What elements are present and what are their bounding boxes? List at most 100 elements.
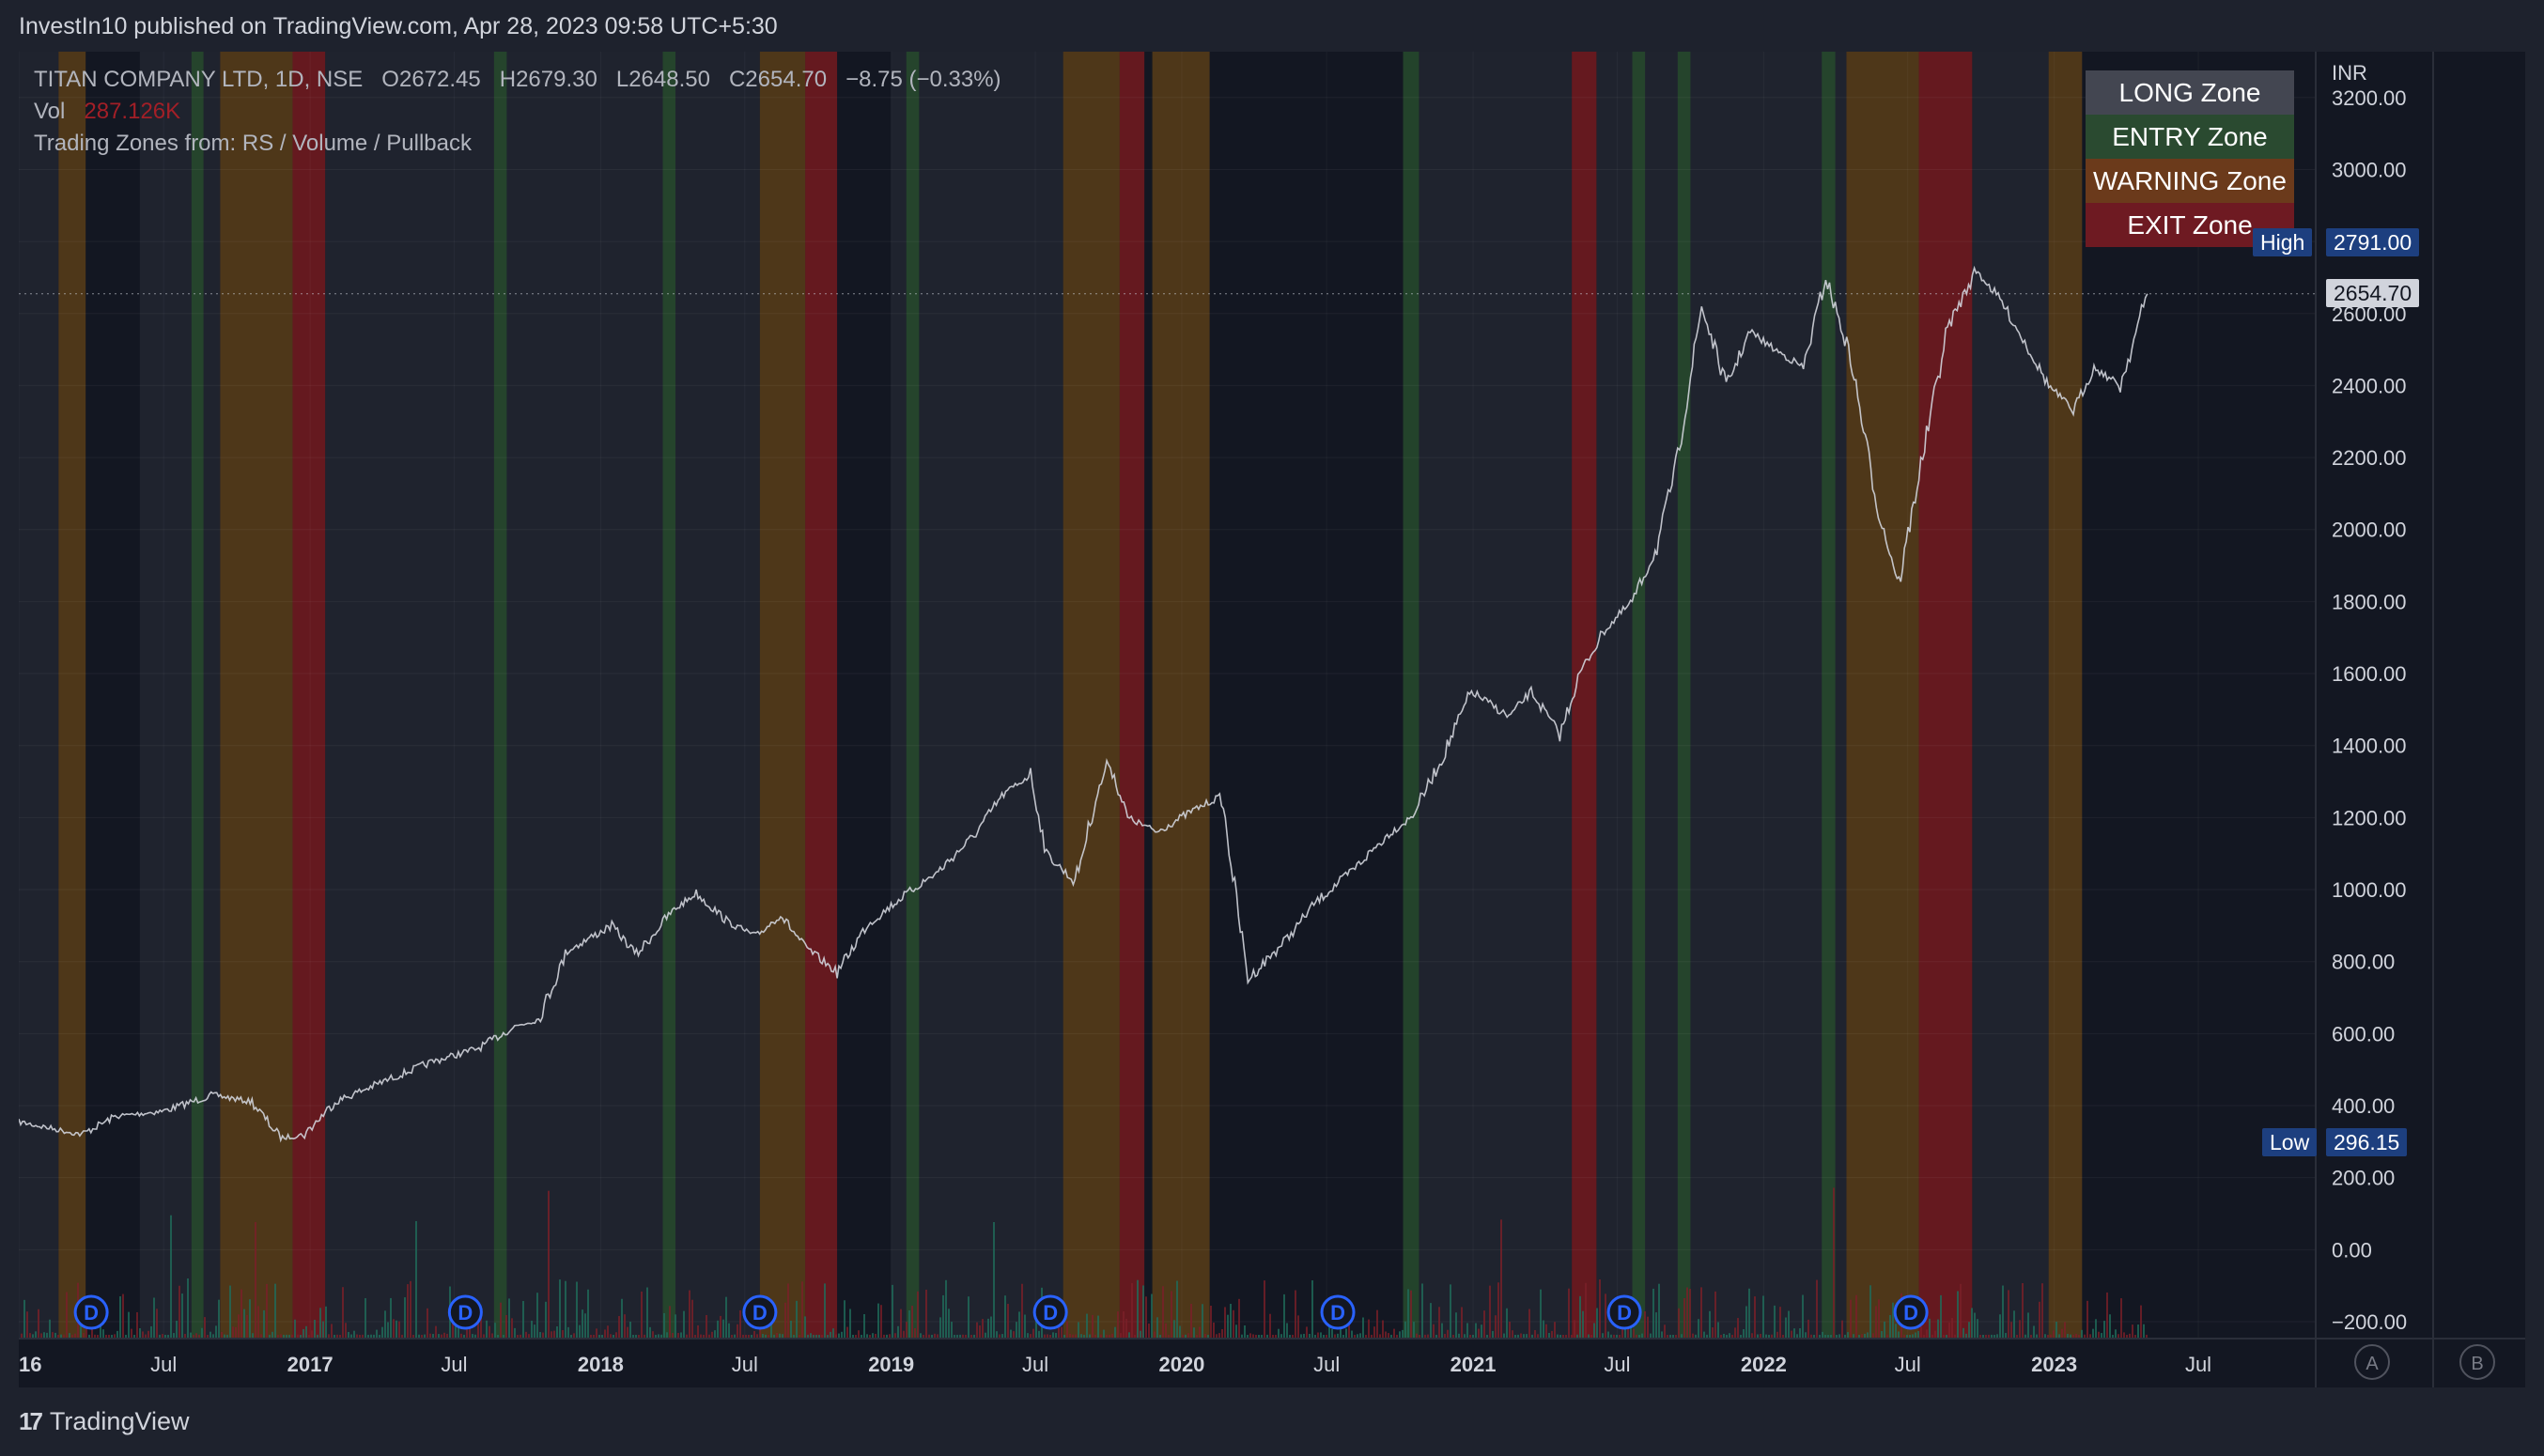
- volume-bar: [655, 1335, 657, 1339]
- volume-bar: [458, 1320, 459, 1339]
- volume-bar: [1145, 1296, 1147, 1339]
- volume-bar: [762, 1334, 764, 1339]
- volume-bar: [1134, 1334, 1136, 1339]
- log-scale-button[interactable]: B: [2459, 1344, 2495, 1380]
- volume-bar: [779, 1333, 781, 1339]
- y-tick-label: −200.00: [2332, 1310, 2407, 1334]
- tradingview-logo-icon: 17: [19, 1407, 43, 1435]
- x-tick-label: 2020: [1158, 1353, 1204, 1376]
- volume-bar: [176, 1320, 178, 1339]
- volume-bar: [824, 1283, 826, 1339]
- y-tick-label: 800.00: [2332, 951, 2395, 974]
- volume-bar: [553, 1330, 555, 1339]
- volume-bar: [787, 1283, 789, 1339]
- volume-bar: [1027, 1333, 1029, 1339]
- dividend-marker[interactable]: D: [73, 1294, 109, 1330]
- volume-bar: [531, 1320, 533, 1339]
- volume-bar: [923, 1334, 924, 1339]
- volume-bar: [1379, 1334, 1381, 1339]
- brand-footer[interactable]: 17 TradingView: [19, 1407, 190, 1436]
- volume-bar: [565, 1280, 566, 1339]
- volume-bar: [570, 1335, 572, 1339]
- indicator-title[interactable]: Trading Zones from: RS / Volume / Pullba…: [34, 131, 472, 156]
- dividend-marker[interactable]: D: [447, 1294, 483, 1330]
- volume-bar: [1148, 1323, 1150, 1339]
- volume-bar: [1368, 1319, 1370, 1339]
- volume-bar: [1120, 1333, 1122, 1339]
- volume-bar: [1506, 1308, 1508, 1339]
- volume-bar: [1985, 1334, 1987, 1339]
- volume-bar: [1061, 1326, 1063, 1339]
- volume-bar: [139, 1327, 141, 1339]
- volume-bar: [1844, 1334, 1846, 1339]
- volume-bar: [903, 1330, 905, 1339]
- volume-bar: [1080, 1334, 1082, 1339]
- volume-bar: [1069, 1333, 1071, 1339]
- volume-bar: [1678, 1308, 1680, 1339]
- dividend-label: D: [752, 1301, 768, 1324]
- volume-bar: [815, 1334, 817, 1339]
- auto-scale-button[interactable]: A: [2354, 1344, 2390, 1380]
- volume-bar: [1083, 1334, 1085, 1339]
- volume-bar: [892, 1284, 893, 1339]
- volume-bar: [1247, 1334, 1249, 1339]
- volume-bar: [1317, 1332, 1319, 1339]
- volume-bar: [813, 1334, 814, 1339]
- chart-panel[interactable]: 3200.003000.002800.002600.002400.002200.…: [19, 52, 2525, 1387]
- volume-bar: [1224, 1307, 1226, 1339]
- volume-bar: [1627, 1326, 1629, 1339]
- volume-bar: [1348, 1316, 1350, 1339]
- volume-bar: [1089, 1334, 1091, 1339]
- volume-bar: [1613, 1334, 1615, 1339]
- volume-bar: [1213, 1322, 1215, 1339]
- volume-bar: [635, 1335, 637, 1339]
- volume-bar: [700, 1334, 702, 1339]
- dividend-marker[interactable]: D: [742, 1294, 778, 1330]
- zone-exit: [1572, 52, 1597, 1339]
- volume-bar: [689, 1290, 690, 1339]
- volume-bar: [1151, 1293, 1153, 1339]
- dividend-label: D: [1043, 1301, 1058, 1324]
- volume-bar: [212, 1334, 214, 1339]
- volume-bar: [128, 1311, 130, 1339]
- volume-bar: [1807, 1319, 1809, 1339]
- dividend-marker[interactable]: D: [1606, 1294, 1642, 1330]
- volume-bar: [1991, 1334, 1993, 1339]
- volume-bar: [2002, 1285, 2004, 1339]
- zone-long: [891, 52, 1063, 1339]
- volume-bar: [1706, 1334, 1708, 1339]
- volume-bar: [415, 1220, 417, 1339]
- dividend-marker[interactable]: D: [1320, 1294, 1356, 1330]
- volume-bar: [2019, 1320, 2021, 1339]
- volume-bar: [604, 1329, 606, 1339]
- dividend-marker[interactable]: D: [1893, 1294, 1929, 1330]
- zone-entry: [1677, 52, 1691, 1339]
- y-tick-label: 1600.00: [2332, 662, 2407, 686]
- volume-bar: [1576, 1334, 1578, 1339]
- volume-bar: [2053, 1330, 2055, 1339]
- volume-bar: [145, 1334, 147, 1339]
- volume-label[interactable]: Vol: [34, 99, 66, 124]
- volume-bar: [1838, 1334, 1840, 1339]
- volume-bar: [863, 1313, 865, 1339]
- volume-bar: [900, 1309, 902, 1339]
- dividend-marker[interactable]: D: [1032, 1294, 1068, 1330]
- y-tick-label: 200.00: [2332, 1167, 2395, 1190]
- x-tick-label: Jul: [732, 1353, 758, 1376]
- volume-bar: [1638, 1334, 1640, 1339]
- volume-bar: [1714, 1291, 1716, 1339]
- currency-label[interactable]: INR: [2332, 61, 2367, 85]
- y-tick-label: 2400.00: [2332, 374, 2407, 397]
- volume-bar: [443, 1332, 445, 1339]
- volume-bar: [401, 1334, 403, 1339]
- volume-bar: [1571, 1334, 1573, 1339]
- price-chart[interactable]: 3200.003000.002800.002600.002400.002200.…: [19, 52, 2525, 1387]
- symbol-title[interactable]: TITAN COMPANY LTD, 1D, NSE: [34, 67, 364, 92]
- x-tick-label: 2016: [19, 1353, 41, 1376]
- volume-bar: [508, 1298, 510, 1339]
- volume-bar: [2075, 1333, 2077, 1339]
- legend-long-zone: LONG Zone: [2086, 70, 2294, 115]
- volume-bar: [739, 1309, 741, 1339]
- volume-bar: [156, 1309, 158, 1339]
- volume-bar: [274, 1283, 276, 1339]
